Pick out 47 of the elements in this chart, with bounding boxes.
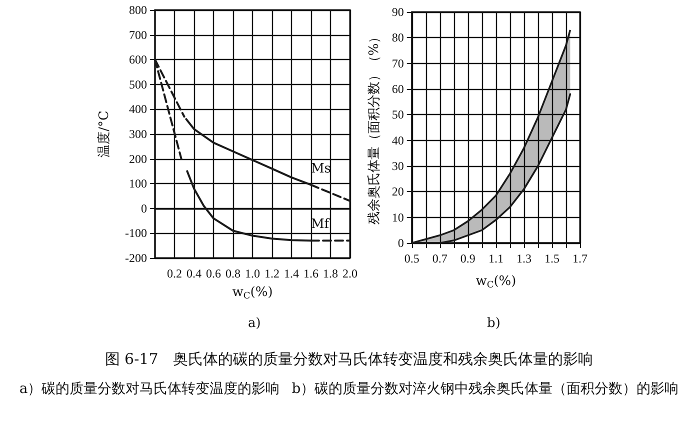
y-tick-label: 300 bbox=[129, 127, 147, 141]
y-tick-label: 80 bbox=[392, 30, 404, 45]
y-tick-label: 600 bbox=[129, 52, 147, 67]
y-tick-label: 70 bbox=[392, 56, 404, 70]
y-tick-label: 0 bbox=[398, 236, 404, 250]
y-tick-label: 50 bbox=[392, 108, 404, 122]
caption: 图 6-17 奥氏体的碳的质量分数对马氏体转变温度和残余奥氏体量的影响 bbox=[104, 350, 594, 368]
x-tick-label: 1.4 bbox=[284, 266, 299, 280]
x-tick-label: 0.4 bbox=[186, 266, 202, 280]
text: a）碳的质量分数对马氏体转变温度的影响 bbox=[19, 381, 280, 397]
text: b) bbox=[487, 316, 500, 331]
y-tick-label: 100 bbox=[129, 176, 147, 191]
y-tick-label: 700 bbox=[129, 28, 147, 42]
y-tick-label: 60 bbox=[392, 82, 404, 96]
y-tick-label: 800 bbox=[129, 3, 147, 17]
y-tick-label: 500 bbox=[129, 77, 147, 92]
text: b）碳的质量分数对淬火钢中残余奥氏体量（面积分数）的影响 bbox=[292, 381, 679, 397]
y-tick-label: 90 bbox=[392, 5, 404, 19]
text: a) bbox=[248, 316, 261, 331]
y-tick-label: 10 bbox=[392, 210, 404, 224]
x-tick-label: 1.5 bbox=[544, 252, 560, 266]
y-tick-label: 30 bbox=[392, 159, 404, 173]
x-tick-label: 1.2 bbox=[264, 266, 280, 280]
x-tick-label: 1.7 bbox=[572, 252, 588, 266]
x-tick-label: 0.8 bbox=[226, 266, 240, 280]
y-tick-label: -100 bbox=[125, 226, 147, 240]
x-tick-label: 1.6 bbox=[304, 266, 318, 280]
x-tick-label: 1.1 bbox=[488, 252, 504, 266]
series-label: Ms bbox=[311, 161, 331, 176]
y-tick-label: -200 bbox=[125, 251, 147, 265]
x-tick-label: 1.3 bbox=[516, 252, 532, 266]
y-axis-title: 残余奥氏体量（面积分数）（%） bbox=[367, 30, 382, 225]
x-tick-label: 0.7 bbox=[432, 252, 448, 266]
x-tick-label: 0.6 bbox=[206, 266, 221, 280]
x-tick-label: 0.9 bbox=[460, 252, 476, 266]
y-tick-label: 0 bbox=[141, 201, 147, 216]
y-tick-label: 20 bbox=[392, 184, 404, 199]
y-tick-label: 400 bbox=[129, 102, 147, 116]
series-label: Mf bbox=[311, 217, 330, 232]
x-tick-label: 0.5 bbox=[404, 252, 420, 266]
x-tick-label: 0.2 bbox=[167, 266, 182, 280]
x-tick-label: 2.0 bbox=[342, 266, 358, 280]
y-axis-title: 温度/°C bbox=[96, 110, 112, 158]
y-tick-label: 40 bbox=[392, 133, 404, 148]
x-tick-label: 1.0 bbox=[245, 266, 260, 280]
x-tick-label: 1.8 bbox=[323, 266, 338, 280]
y-tick-label: 200 bbox=[129, 152, 147, 166]
